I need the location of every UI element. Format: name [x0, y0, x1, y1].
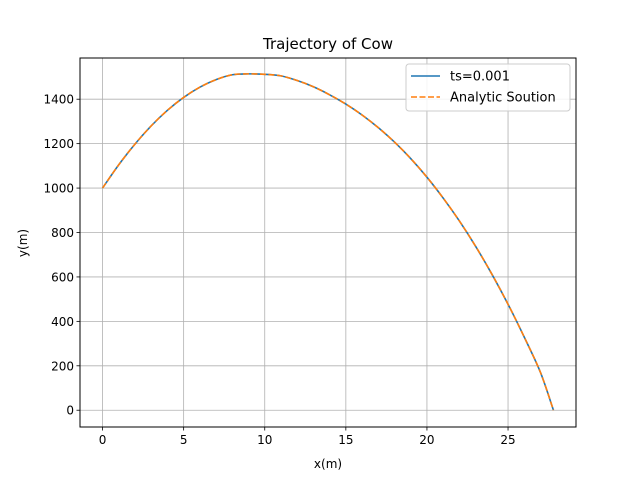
- x-tick-label: 15: [338, 433, 353, 447]
- x-tick-label: 25: [500, 433, 515, 447]
- x-tick-label: 10: [257, 433, 272, 447]
- series-line-analytic: [101, 73, 555, 411]
- x-axis-label: x(m): [314, 457, 342, 471]
- y-tick-label: 1400: [43, 93, 74, 107]
- x-tick-label: 0: [99, 433, 107, 447]
- y-tick-label: 200: [51, 359, 74, 373]
- legend: ts=0.001 Analytic Soution: [405, 63, 571, 112]
- plot-area: [80, 58, 576, 427]
- y-axis-label: y(m): [16, 229, 30, 257]
- legend-label: Analytic Soution: [450, 91, 556, 106]
- y-tick-label: 600: [51, 270, 74, 284]
- chart-title: Trajectory of Cow: [262, 35, 393, 53]
- x-tick-label: 5: [180, 433, 188, 447]
- plot-frame: [79, 57, 577, 428]
- axis-ticks: 0 5 10 15 20 25 0 200 400 600 800 1000 1200 1400: [43, 93, 515, 447]
- y-tick-label: 1200: [43, 137, 74, 151]
- x-tick-label: 20: [419, 433, 434, 447]
- series-layer: [101, 73, 555, 411]
- y-tick-label: 1000: [43, 182, 74, 196]
- y-tick-label: 400: [51, 315, 74, 329]
- legend-label: ts=0.001: [450, 70, 510, 85]
- y-tick-label: 0: [66, 404, 74, 418]
- y-tick-label: 800: [51, 226, 74, 240]
- legend-box: [405, 63, 571, 112]
